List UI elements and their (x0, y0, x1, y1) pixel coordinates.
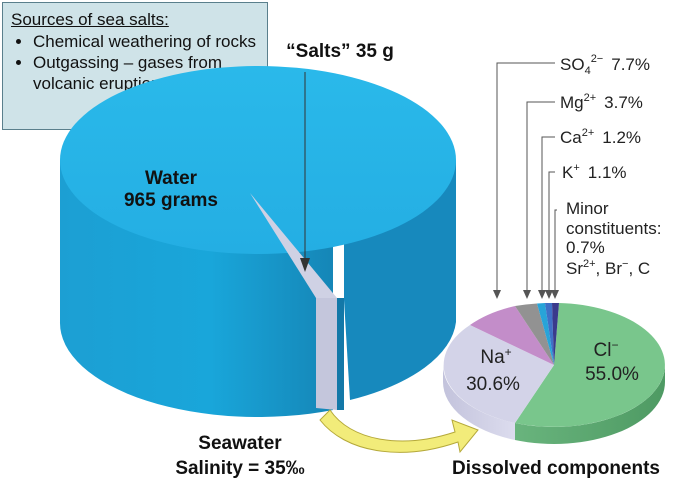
minor-label-1: Minor (566, 199, 609, 218)
pie-slice-cl (515, 303, 665, 427)
water-grams-label: 965 grams (124, 190, 218, 211)
salinity-caption: Salinity = 35‰ (175, 458, 304, 479)
leader-mg (526, 101, 555, 292)
pie-slice-na (443, 325, 554, 423)
arrowhead-minor (551, 290, 559, 299)
sources-title: Sources of sea salts: (11, 10, 169, 29)
pie-slice-k (545, 302, 554, 365)
cylinder-top (60, 66, 456, 254)
ca-label: Ca2+ 1.2% (560, 127, 641, 147)
pie-slice-minor (552, 302, 559, 365)
pie-side-na (443, 365, 515, 440)
leader-k (548, 171, 555, 292)
cl-percent: 55.0% (585, 364, 639, 385)
pie-slice-ca (537, 303, 554, 365)
source-item-weathering: Chemical weathering of rocks (33, 31, 259, 52)
salts-wedge-shadow (337, 298, 344, 410)
salts-wedge-top (250, 193, 337, 298)
minor-label-4: Sr2+, Br−, C (566, 258, 650, 278)
so4-label: SO42− 7.7% (560, 53, 650, 77)
sources-list: Chemical weathering of rocks Outgassing … (11, 31, 259, 94)
pie-labels: Cl− 55.0% Na+ 30.6% SO42− 7.7% Mg2+ 3.7% C… (466, 53, 661, 395)
mg-label: Mg2+ 3.7% (560, 92, 643, 112)
minor-label-3: 0.7% (566, 238, 605, 257)
minor-label-2: constituents: (566, 219, 661, 238)
salts-pointer-arrowhead (300, 258, 310, 272)
seawater-caption: Seawater (198, 433, 282, 454)
arrowhead-mg (523, 290, 531, 299)
arrowhead-k (545, 290, 553, 299)
na-label: Na+ (480, 345, 511, 368)
dissolved-caption: Dissolved components (452, 458, 660, 479)
na-percent: 30.6% (466, 374, 520, 395)
salts-label: “Salts” 35 g (286, 41, 394, 62)
pie-slice-mg (515, 303, 554, 365)
arrowhead-ca (538, 290, 546, 299)
dissolved-pie (443, 302, 665, 444)
arrowhead-so4 (493, 290, 501, 299)
seawater-cylinder (59, 66, 456, 418)
water-label: Water (145, 168, 198, 189)
leader-minor (554, 209, 557, 292)
pie-side-cl (515, 365, 665, 444)
pie-leader-lines (496, 62, 557, 292)
salts-wedge-front (316, 298, 337, 410)
transfer-arrow (319, 409, 479, 454)
leader-so4 (496, 62, 555, 292)
k-label: K+ 1.1% (562, 162, 627, 182)
cl-label: Cl− (594, 338, 619, 361)
pie-slice-so4 (470, 306, 554, 365)
pie-leader-arrowheads (493, 290, 559, 299)
leader-ca (541, 136, 555, 292)
